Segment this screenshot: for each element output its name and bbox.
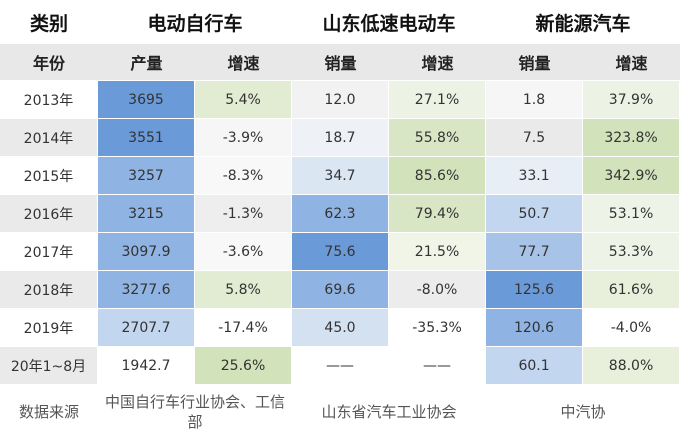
header-row-groups: 类别 电动自行车 山东低速电动车 新能源汽车	[0, 0, 680, 44]
header-row-metrics: 年份 产量 增速 销量 增速 销量 增速	[0, 44, 680, 80]
value-cell: 3695	[98, 80, 195, 118]
value-cell: ——	[292, 346, 390, 384]
source-row: 数据来源 中国自行车行业协会、工信部 山东省汽车工业协会 中汽协	[0, 384, 680, 440]
value-cell: 125.6	[486, 270, 584, 308]
growth-cell: 53.1%	[583, 194, 680, 232]
table-row: 2019年 2707.7 -17.4% 45.0 -35.3% 120.6 -4.0%	[0, 308, 680, 346]
growth-cell: -3.9%	[195, 118, 293, 156]
growth-cell: -4.0%	[583, 308, 680, 346]
value-cell: 62.3	[292, 194, 390, 232]
table-row: 20年1~8月 1942.7 25.6% —— —— 60.1 88.0%	[0, 346, 680, 384]
year-cell: 2015年	[0, 156, 98, 194]
year-cell: 2016年	[0, 194, 98, 232]
metric-header: 产量	[98, 44, 195, 80]
growth-cell: -35.3%	[389, 308, 487, 346]
table-row: 2018年 3277.6 5.8% 69.6 -8.0% 125.6 61.6%	[0, 270, 680, 308]
value-cell: 75.6	[292, 232, 390, 270]
growth-cell: -17.4%	[195, 308, 293, 346]
group-header: 电动自行车	[147, 12, 243, 35]
table-row: 2017年 3097.9 -3.6% 75.6 21.5% 77.7 53.3%	[0, 232, 680, 270]
growth-cell: -8.0%	[389, 270, 487, 308]
value-cell: 1.8	[486, 80, 584, 118]
growth-cell: 79.4%	[389, 194, 487, 232]
year-cell: 2017年	[0, 232, 98, 270]
source-value: 中国自行车行业协会、工信部	[105, 393, 286, 431]
growth-cell: -1.3%	[195, 194, 293, 232]
data-rows: 2013年 3695 5.4% 12.0 27.1% 1.8 37.9% 2014年 3551-…	[0, 80, 680, 384]
growth-cell: 323.8%	[583, 118, 680, 156]
group-header: 山东低速电动车	[322, 12, 456, 35]
value-cell: 3277.6	[98, 270, 195, 308]
value-cell: 50.7	[486, 194, 584, 232]
metric-header: 增速	[583, 44, 680, 80]
category-label: 类别	[29, 12, 68, 35]
value-cell: 45.0	[292, 308, 390, 346]
value-cell: 69.6	[292, 270, 390, 308]
source-value: 山东省汽车工业协会	[321, 403, 457, 421]
growth-cell: -8.3%	[195, 156, 293, 194]
year-label: 年份	[0, 44, 98, 80]
year-cell: 2018年	[0, 270, 98, 308]
table-row: 2013年 3695 5.4% 12.0 27.1% 1.8 37.9%	[0, 80, 680, 118]
growth-cell: 27.1%	[389, 80, 487, 118]
year-cell: 20年1~8月	[0, 346, 98, 384]
value-cell: 33.1	[486, 156, 584, 194]
source-label: 数据来源	[18, 403, 79, 421]
year-cell: 2013年	[0, 80, 98, 118]
table-row: 2014年 3551 -3.9% 18.7 55.8% 7.5 323.8%	[0, 118, 680, 156]
value-cell: 1942.7	[98, 346, 195, 384]
metric-header: 销量	[292, 44, 390, 80]
metric-header: 增速	[195, 44, 293, 80]
metric-header: 销量	[486, 44, 584, 80]
value-cell: 3097.9	[98, 232, 195, 270]
source-value: 中汽协	[560, 403, 606, 421]
value-cell: 3257	[98, 156, 195, 194]
value-cell: 7.5	[486, 118, 584, 156]
growth-cell: ——	[389, 346, 487, 384]
growth-cell: 342.9%	[583, 156, 680, 194]
growth-cell: 25.6%	[195, 346, 293, 384]
growth-cell: 53.3%	[583, 232, 680, 270]
growth-cell: 37.9%	[583, 80, 680, 118]
growth-cell: 5.4%	[195, 80, 293, 118]
growth-cell: 88.0%	[583, 346, 680, 384]
group-header: 新能源汽车	[535, 12, 631, 35]
growth-cell: 5.8%	[195, 270, 293, 308]
value-cell: 60.1	[486, 346, 584, 384]
year-cell: 2014年	[0, 118, 98, 156]
growth-cell: -3.6%	[195, 232, 293, 270]
growth-cell: 55.8%	[389, 118, 487, 156]
value-cell: 120.6	[486, 308, 584, 346]
growth-cell: 85.6%	[389, 156, 487, 194]
value-cell: 77.7	[486, 232, 584, 270]
value-cell: 34.7	[292, 156, 390, 194]
value-cell: 2707.7	[98, 308, 195, 346]
value-cell: 3551	[98, 118, 195, 156]
value-cell: 12.0	[292, 80, 390, 118]
metric-header: 增速	[389, 44, 487, 80]
table-row: 2016年 3215 -1.3% 62.3 79.4% 50.7 53.1%	[0, 194, 680, 232]
growth-cell: 61.6%	[583, 270, 680, 308]
year-cell: 2019年	[0, 308, 98, 346]
value-cell: 3215	[98, 194, 195, 232]
table-row: 2015年 3257 -8.3% 34.7 85.6% 33.1 342.9%	[0, 156, 680, 194]
value-cell: 18.7	[292, 118, 390, 156]
growth-cell: 21.5%	[389, 232, 487, 270]
